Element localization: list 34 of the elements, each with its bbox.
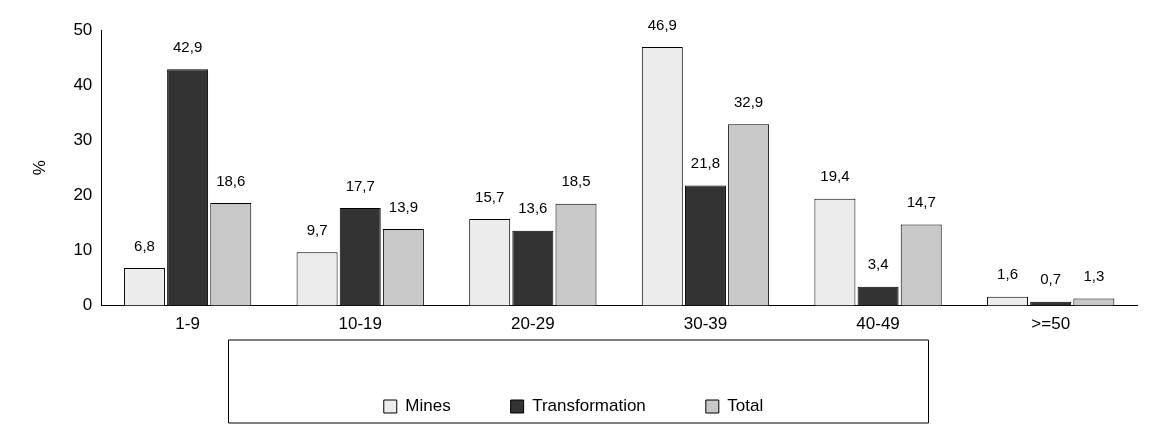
data-label: 1,6 — [997, 265, 1018, 283]
x-tick-label: 1-9 — [175, 314, 200, 334]
data-label: 42,9 — [173, 37, 203, 55]
x-tick-label: 30-39 — [683, 314, 728, 334]
data-label: 15,7 — [475, 187, 505, 205]
x-tick-label: 10-19 — [338, 314, 382, 334]
data-label: 46,9 — [647, 15, 677, 33]
data-label: 9,7 — [306, 220, 328, 238]
data-label: 19,4 — [820, 167, 850, 185]
data-label: 13,6 — [518, 199, 548, 217]
x-tick-label: 40-49 — [856, 314, 900, 334]
data-label: 1,3 — [1083, 267, 1105, 285]
data-label: 13,9 — [388, 197, 418, 215]
data-label: 18,6 — [216, 171, 246, 189]
data-label: 0,7 — [1040, 270, 1062, 288]
y-axis-title: % — [29, 160, 49, 176]
data-label: 21,8 — [690, 154, 721, 172]
data-label: 17,7 — [345, 176, 375, 194]
y-tick-label: 30 — [73, 129, 93, 149]
y-tick-label: 10 — [73, 240, 93, 260]
legend-label: Transformation — [532, 396, 646, 416]
y-tick-label: 40 — [73, 74, 93, 94]
data-label: 3,4 — [867, 255, 889, 273]
data-label: 6,8 — [134, 236, 155, 254]
data-label: 32,9 — [734, 92, 764, 110]
data-label: 14,7 — [906, 193, 936, 211]
y-tick-label: 20 — [73, 185, 93, 205]
x-tick-label: >=50 — [1031, 314, 1071, 334]
y-tick-label: 0 — [82, 295, 93, 315]
legend-label: Total — [727, 396, 764, 416]
y-tick-label: 50 — [73, 19, 93, 39]
legend-label: Mines — [405, 396, 451, 416]
x-tick-label: 20-29 — [511, 314, 555, 334]
data-label: 18,5 — [561, 172, 591, 190]
